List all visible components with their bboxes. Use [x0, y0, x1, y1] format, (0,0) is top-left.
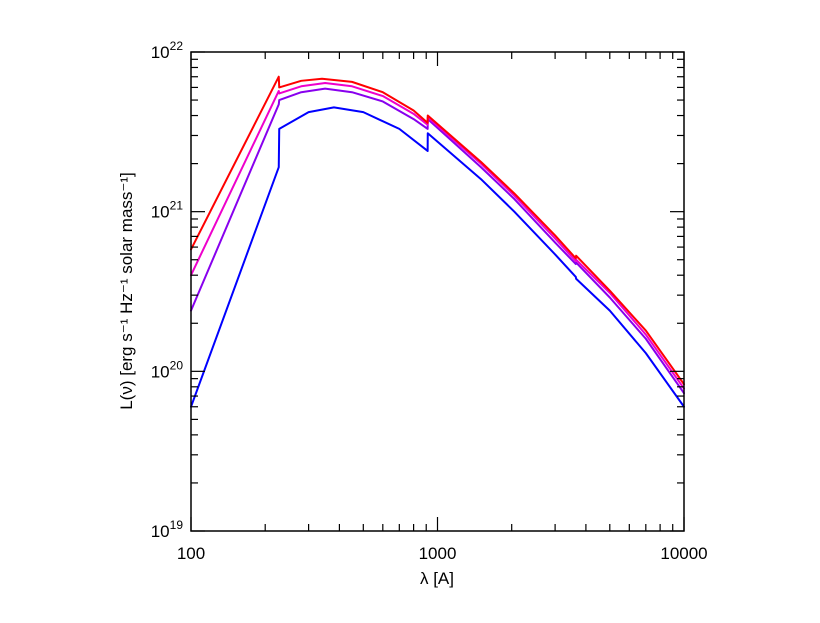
- x-tick-label: 10000: [660, 544, 707, 563]
- y-tick-label: 1020: [151, 358, 184, 381]
- x-axis-title: λ [A]: [420, 569, 454, 588]
- y-tick-label: 1019: [151, 518, 184, 541]
- series-line-2: [190, 87, 685, 395]
- series-layer: [190, 75, 685, 408]
- plot-frame: [190, 51, 685, 532]
- x-tick-label: 1000: [419, 544, 457, 563]
- x-tick-label: 100: [177, 544, 205, 563]
- series-line-1: [190, 106, 685, 408]
- y-tick-label: 1022: [151, 39, 184, 62]
- series-line-4: [190, 75, 685, 386]
- y-axis-title: L(ν) [erg s⁻¹ Hz⁻¹ solar mass⁻¹]: [117, 172, 136, 410]
- labels-layer: 100 1000 10000 1019 1020 1021 1022: [151, 39, 708, 563]
- y-tick-label: 1021: [151, 199, 184, 222]
